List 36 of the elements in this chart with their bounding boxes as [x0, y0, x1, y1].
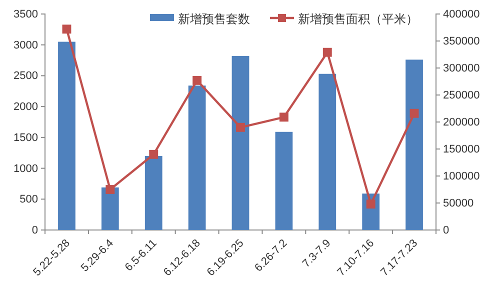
y-tick-label: 3000	[14, 39, 38, 52]
bar	[275, 132, 293, 230]
point	[62, 24, 72, 34]
point	[149, 150, 158, 159]
point	[192, 76, 202, 85]
y2-tick-label: 350000	[443, 36, 480, 48]
y2-tick-label: 150000	[443, 144, 480, 156]
bar	[58, 42, 76, 230]
point	[366, 200, 376, 209]
bar	[188, 86, 206, 230]
y-tick-label: 2500	[14, 70, 38, 82]
legend-label: 新增预售套数	[178, 12, 250, 26]
y-tick-label: 3500	[14, 8, 38, 21]
y2-tick-label: 50000	[443, 198, 474, 210]
y2-tick-label: 0	[443, 224, 450, 237]
point	[279, 112, 288, 122]
point	[322, 48, 332, 57]
y-tick-label: 1000	[14, 162, 38, 175]
y-tick-label: 0	[32, 224, 38, 237]
bar	[101, 187, 119, 230]
y-tick-label: 1500	[14, 132, 38, 144]
bar	[232, 56, 250, 230]
point	[410, 108, 419, 118]
bar	[144, 156, 162, 230]
y2-tick-label: 400000	[443, 8, 480, 21]
y2-tick-label: 300000	[443, 62, 480, 75]
y2-tick-label: 250000	[443, 90, 480, 102]
y-tick-label: 2000	[14, 101, 38, 114]
y2-tick-label: 100000	[443, 170, 480, 183]
legend-label: 新增预售面积（平米）	[298, 12, 418, 26]
y2-tick-label: 200000	[443, 116, 480, 129]
bar	[318, 74, 336, 230]
y-tick-label: 500	[20, 194, 38, 206]
bar	[406, 60, 423, 230]
point	[236, 122, 245, 132]
point	[106, 185, 115, 194]
